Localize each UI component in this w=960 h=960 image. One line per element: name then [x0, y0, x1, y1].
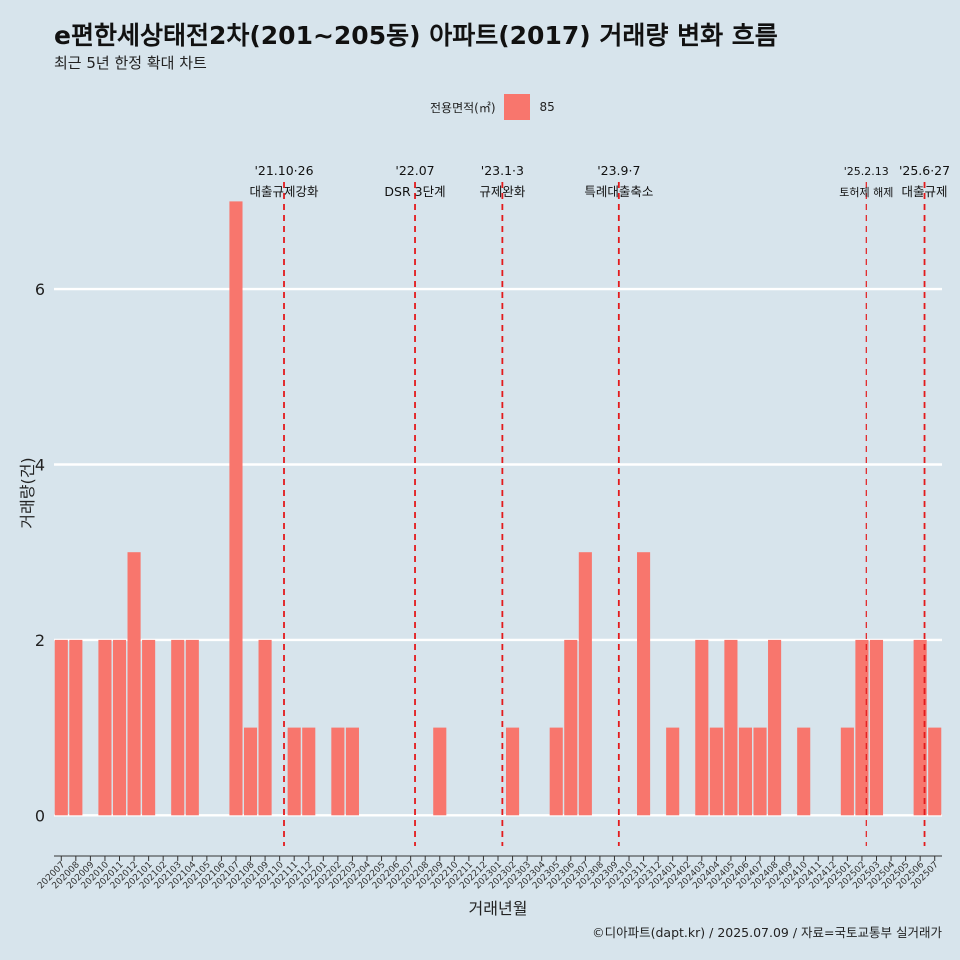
- bar-202311: [637, 552, 651, 816]
- bar-202404: [709, 727, 723, 816]
- bar-202403: [695, 639, 709, 816]
- annotation-date-0: '21.10·26: [254, 163, 313, 178]
- bar-202007: [54, 639, 68, 816]
- legend-key-85: [503, 94, 530, 120]
- bar-202502: [855, 639, 869, 816]
- bar-202307: [578, 552, 592, 816]
- bar-202107: [229, 201, 243, 816]
- bar-202104: [185, 639, 199, 816]
- chart-subtitle: 최근 5년 한정 확대 차트: [54, 54, 207, 72]
- bar-202108: [243, 727, 258, 816]
- annotation-label-5: 대출규제: [902, 184, 948, 199]
- bar-202501: [840, 727, 854, 816]
- bar-202506: [913, 639, 927, 816]
- legend-title: 전용면적(㎡): [430, 100, 496, 115]
- bar-202306: [564, 639, 578, 816]
- y-tick-label-2: 2: [35, 631, 45, 650]
- legend: 전용면적(㎡) 85: [430, 94, 555, 120]
- bar-202008: [69, 639, 83, 816]
- y-tick-label-4: 4: [35, 455, 45, 474]
- bar-202011: [112, 639, 127, 816]
- y-tick-label-6: 6: [35, 280, 45, 299]
- bar-202109: [258, 639, 272, 816]
- annotation-date-3: '23.9·7: [597, 163, 640, 178]
- annotation-date-1: '22.07: [395, 163, 434, 178]
- annotation-label-3: 특례대출축소: [584, 184, 653, 199]
- annotation-label-0: 대출규제강화: [249, 184, 319, 199]
- bar-202507: [928, 727, 942, 816]
- y-axis-title: 거래량(건): [18, 457, 37, 528]
- bar-202302: [506, 727, 520, 816]
- bar-202010: [98, 639, 112, 816]
- bar-202401: [666, 727, 680, 816]
- bar-202407: [753, 727, 767, 816]
- bar-202103: [171, 639, 185, 816]
- legend-label-85: 85: [539, 100, 555, 114]
- chart-caption: ©디아파트(dapt.kr) / 2025.07.09 / 자료=국토교통부 실…: [592, 925, 942, 940]
- bar-202111: [287, 727, 301, 816]
- chart-title: e편한세상태전2차(201~205동) 아파트(2017) 거래량 변화 흐름: [54, 21, 778, 50]
- bar-202012: [127, 552, 141, 816]
- annotation-label-2: 규제완화: [479, 184, 526, 199]
- annotation-label-1: DSR 3단계: [384, 184, 445, 199]
- bar-202503: [869, 639, 884, 816]
- bar-202202: [331, 727, 345, 816]
- bar-202406: [738, 727, 753, 816]
- bar-202112: [302, 727, 316, 816]
- bar-202209: [433, 727, 447, 816]
- annotation-label-4: 토허제 해제: [839, 185, 893, 199]
- bar-202405: [724, 639, 738, 816]
- y-tick-label-0: 0: [35, 806, 45, 825]
- bar-202203: [345, 727, 359, 816]
- annotation-date-5: '25.6·27: [899, 163, 950, 178]
- x-axis-title: 거래년월: [469, 899, 528, 918]
- annotation-date-4: '25.2.13: [844, 165, 889, 178]
- bar-202408: [768, 639, 782, 816]
- bar-202305: [549, 727, 563, 816]
- bar-202410: [797, 727, 811, 816]
- bar-202101: [142, 639, 156, 816]
- annotation-date-2: '23.1·3: [481, 163, 524, 178]
